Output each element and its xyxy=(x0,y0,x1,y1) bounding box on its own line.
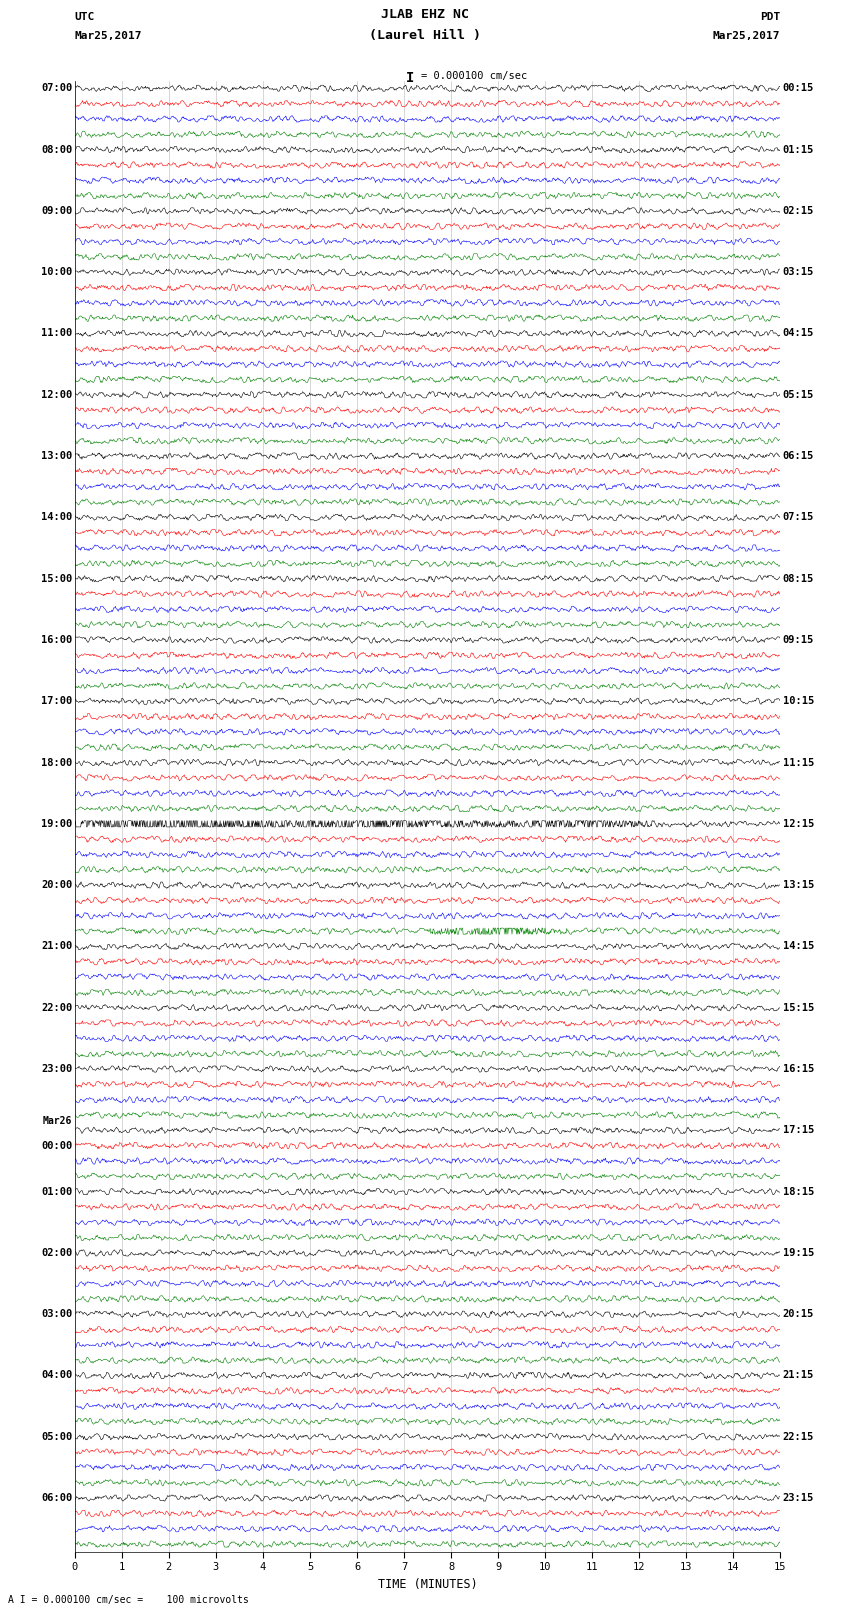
Text: UTC: UTC xyxy=(75,11,95,23)
Text: 12:15: 12:15 xyxy=(783,819,814,829)
Text: 17:15: 17:15 xyxy=(783,1126,814,1136)
Text: 02:00: 02:00 xyxy=(41,1248,72,1258)
Text: 15:15: 15:15 xyxy=(783,1003,814,1013)
Text: A I = 0.000100 cm/sec =    100 microvolts: A I = 0.000100 cm/sec = 100 microvolts xyxy=(8,1595,249,1605)
Text: (Laurel Hill ): (Laurel Hill ) xyxy=(369,29,481,42)
Text: 22:00: 22:00 xyxy=(41,1003,72,1013)
Text: 02:15: 02:15 xyxy=(783,206,814,216)
Text: 08:15: 08:15 xyxy=(783,574,814,584)
Text: 14:00: 14:00 xyxy=(41,513,72,523)
Text: 01:15: 01:15 xyxy=(783,145,814,155)
Text: 12:00: 12:00 xyxy=(41,390,72,400)
Text: 21:15: 21:15 xyxy=(783,1371,814,1381)
Text: 01:00: 01:00 xyxy=(41,1187,72,1197)
Text: 13:15: 13:15 xyxy=(783,881,814,890)
Text: 00:15: 00:15 xyxy=(783,84,814,94)
Text: JLAB EHZ NC: JLAB EHZ NC xyxy=(381,8,469,21)
Text: 04:15: 04:15 xyxy=(783,329,814,339)
Text: 03:00: 03:00 xyxy=(41,1310,72,1319)
Text: 23:00: 23:00 xyxy=(41,1065,72,1074)
Text: 14:15: 14:15 xyxy=(783,942,814,952)
Text: Mar25,2017: Mar25,2017 xyxy=(713,31,780,42)
Text: = 0.000100 cm/sec: = 0.000100 cm/sec xyxy=(421,71,527,81)
Text: 22:15: 22:15 xyxy=(783,1432,814,1442)
Text: 13:00: 13:00 xyxy=(41,452,72,461)
Text: 10:00: 10:00 xyxy=(41,268,72,277)
Text: 18:15: 18:15 xyxy=(783,1187,814,1197)
Text: 23:15: 23:15 xyxy=(783,1494,814,1503)
Text: 04:00: 04:00 xyxy=(41,1371,72,1381)
Text: 11:15: 11:15 xyxy=(783,758,814,768)
Text: Mar25,2017: Mar25,2017 xyxy=(75,31,142,42)
Text: 07:15: 07:15 xyxy=(783,513,814,523)
Text: 17:00: 17:00 xyxy=(41,697,72,706)
Text: 06:15: 06:15 xyxy=(783,452,814,461)
Text: 08:00: 08:00 xyxy=(41,145,72,155)
Text: 18:00: 18:00 xyxy=(41,758,72,768)
Text: Mar26: Mar26 xyxy=(42,1116,72,1126)
Text: 19:15: 19:15 xyxy=(783,1248,814,1258)
X-axis label: TIME (MINUTES): TIME (MINUTES) xyxy=(377,1578,478,1590)
Text: 16:15: 16:15 xyxy=(783,1065,814,1074)
Text: 10:15: 10:15 xyxy=(783,697,814,706)
Text: 03:15: 03:15 xyxy=(783,268,814,277)
Text: 05:15: 05:15 xyxy=(783,390,814,400)
Text: 11:00: 11:00 xyxy=(41,329,72,339)
Text: 16:00: 16:00 xyxy=(41,636,72,645)
Text: 09:15: 09:15 xyxy=(783,636,814,645)
Text: PDT: PDT xyxy=(760,11,780,23)
Text: 19:00: 19:00 xyxy=(41,819,72,829)
Text: 09:00: 09:00 xyxy=(41,206,72,216)
Text: 15:00: 15:00 xyxy=(41,574,72,584)
Text: 00:00: 00:00 xyxy=(41,1140,72,1150)
Text: 05:00: 05:00 xyxy=(41,1432,72,1442)
Text: 07:00: 07:00 xyxy=(41,84,72,94)
Text: 20:15: 20:15 xyxy=(783,1310,814,1319)
Text: I: I xyxy=(405,71,414,85)
Text: 20:00: 20:00 xyxy=(41,881,72,890)
Text: 21:00: 21:00 xyxy=(41,942,72,952)
Text: 06:00: 06:00 xyxy=(41,1494,72,1503)
